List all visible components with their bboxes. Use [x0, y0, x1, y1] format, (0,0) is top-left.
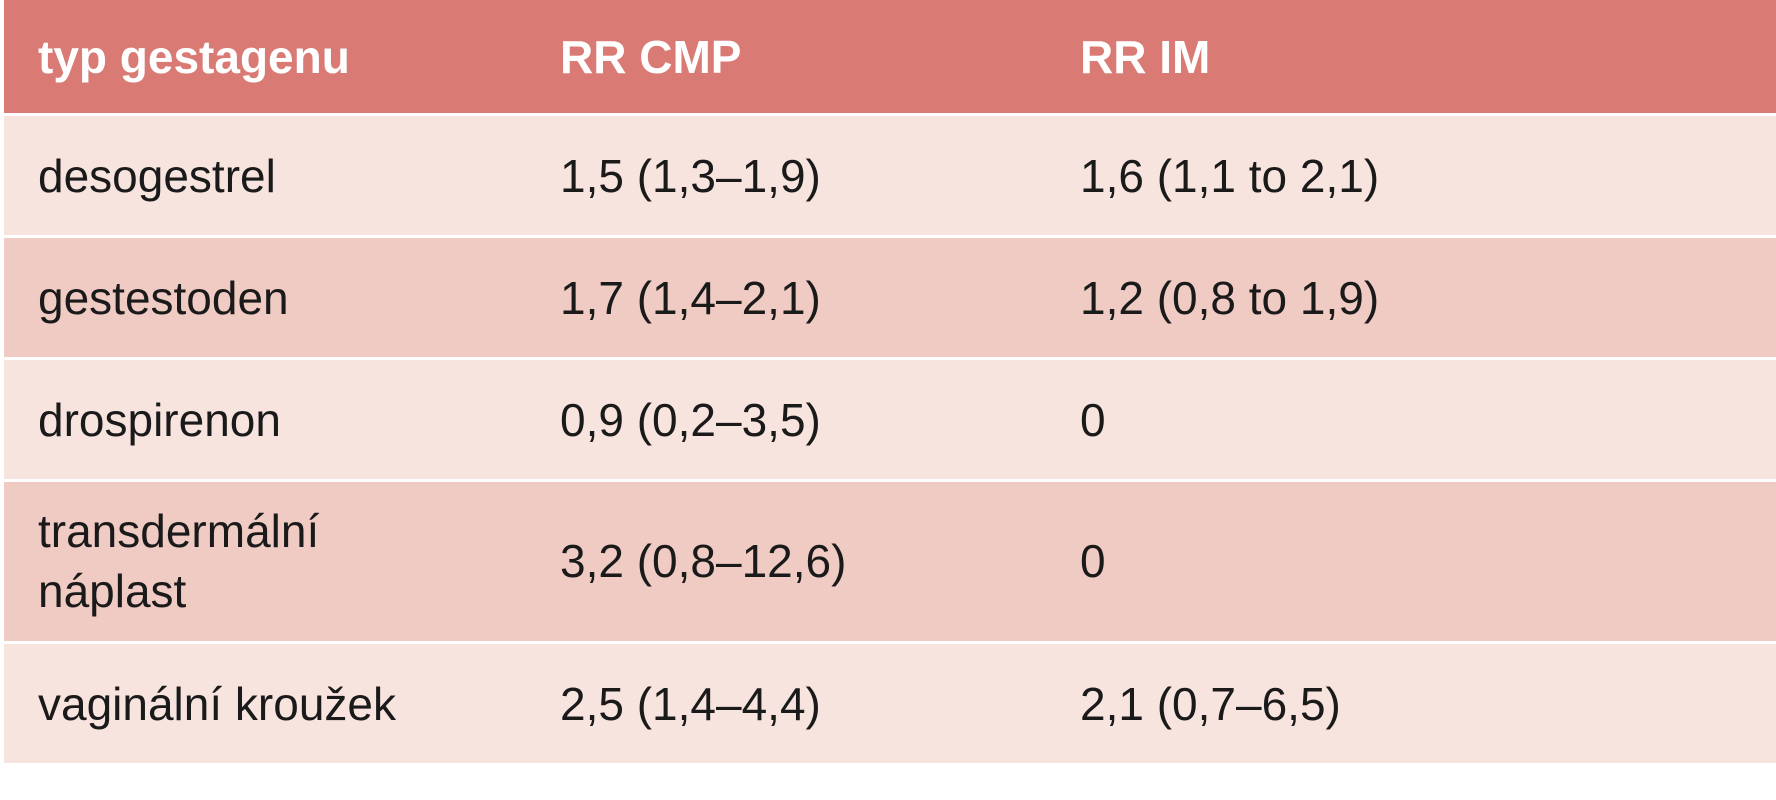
cell-rr-cmp: 1,7 (1,4–2,1) [560, 271, 821, 324]
cell-rr-im: 2,1 (0,7–6,5) [1080, 677, 1341, 730]
cell-rr-cmp: 2,5 (1,4–4,4) [560, 677, 821, 730]
cell-gestagen-type: gestestoden [38, 271, 289, 324]
cell-gestagen-type-line1: transdermální [38, 504, 320, 557]
risk-table: typ gestagenu RR CMP RR IM desogestrel 1… [4, 0, 1776, 766]
cell-rr-im: 1,2 (0,8 to 1,9) [1080, 271, 1380, 324]
header-rr-cmp: RR CMP [560, 30, 742, 83]
table-row: drospirenon 0,9 (0,2–3,5) 0 [4, 360, 1776, 482]
cell-gestagen-type: vaginální kroužek [38, 677, 396, 730]
table-row: vaginální kroužek 2,5 (1,4–4,4) 2,1 (0,7… [4, 644, 1776, 766]
cell-rr-im: 0 [1080, 393, 1106, 446]
header-rr-im: RR IM [1080, 30, 1211, 83]
table-header-row: typ gestagenu RR CMP RR IM [4, 0, 1776, 116]
cell-gestagen-type: drospirenon [38, 393, 281, 446]
header-gestagen-type: typ gestagenu [38, 30, 350, 83]
cell-rr-cmp: 3,2 (0,8–12,6) [560, 534, 847, 587]
cell-rr-im: 0 [1080, 534, 1106, 587]
cell-rr-cmp: 0,9 (0,2–3,5) [560, 393, 821, 446]
cell-gestagen-type-line2: náplast [38, 564, 187, 617]
cell-rr-cmp: 1,5 (1,3–1,9) [560, 149, 821, 202]
cell-gestagen-type: transdermální náplast [4, 502, 526, 622]
cell-rr-im: 1,6 (1,1 to 2,1) [1080, 149, 1380, 202]
table-row: gestestoden 1,7 (1,4–2,1) 1,2 (0,8 to 1,… [4, 238, 1776, 360]
cell-gestagen-type: desogestrel [38, 149, 276, 202]
table-row: desogestrel 1,5 (1,3–1,9) 1,6 (1,1 to 2,… [4, 116, 1776, 238]
table-row: transdermální náplast 3,2 (0,8–12,6) 0 [4, 482, 1776, 644]
